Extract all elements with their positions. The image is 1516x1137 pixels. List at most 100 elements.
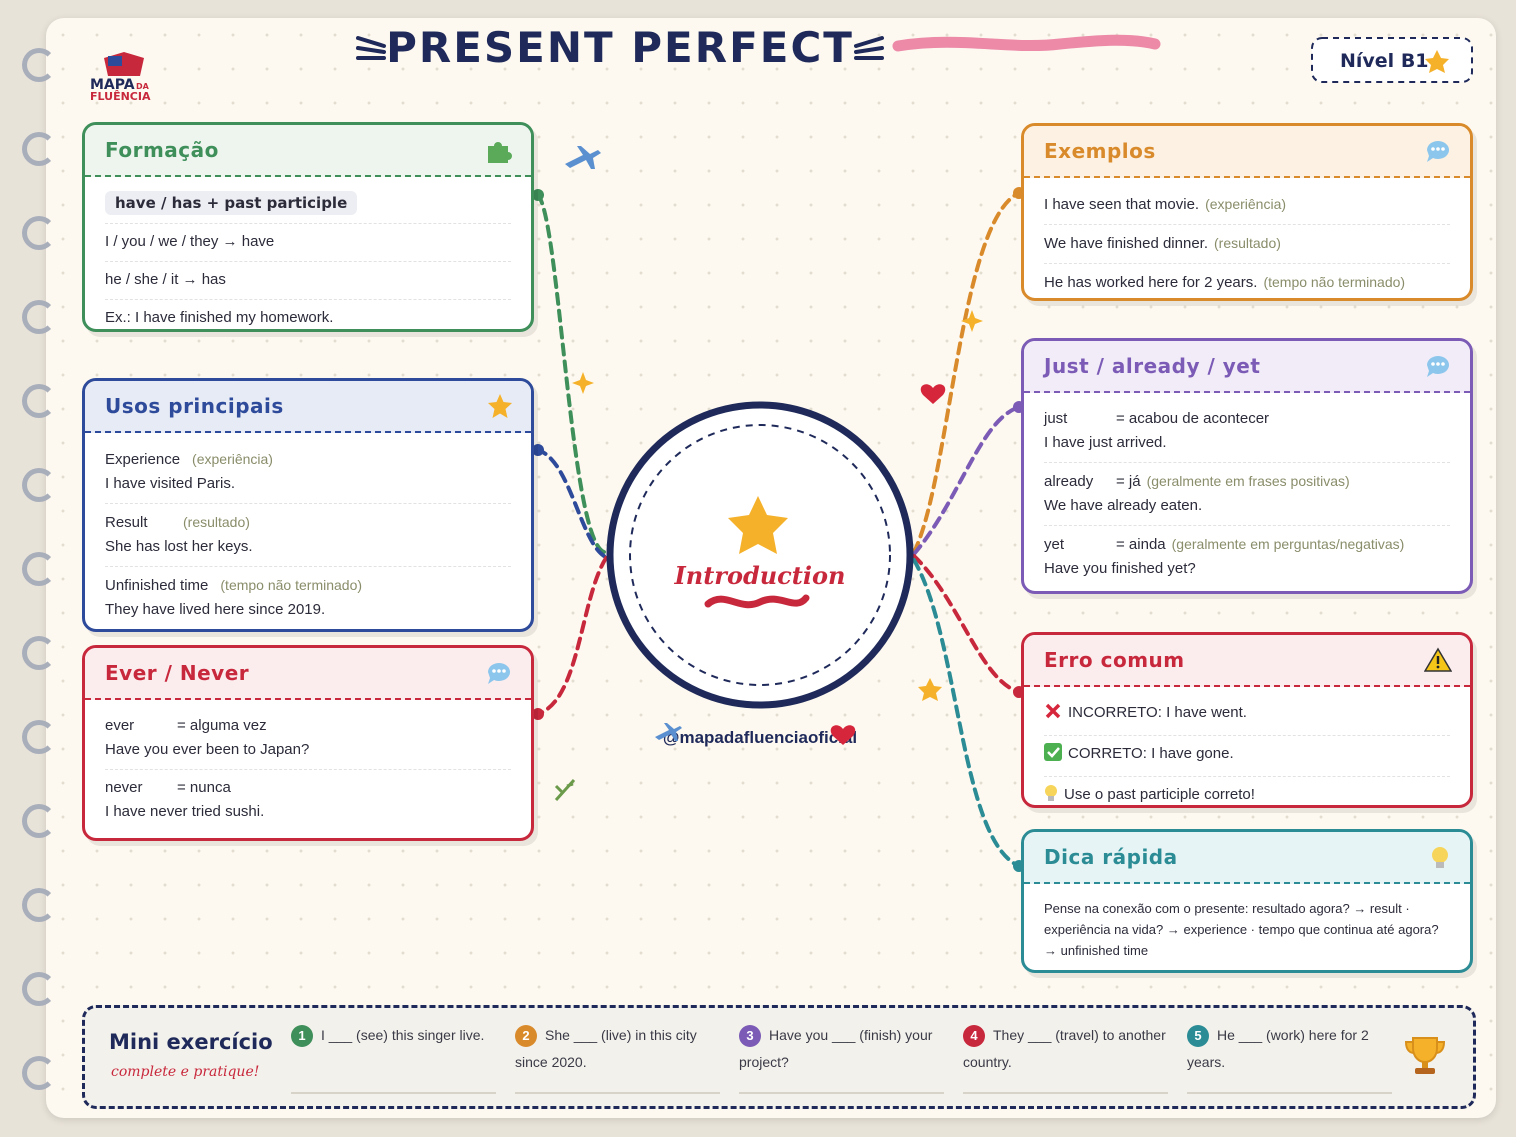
meaning: = nunca — [177, 779, 231, 796]
title-marks — [356, 36, 884, 60]
meaning: = alguma vez — [177, 717, 267, 734]
meaning: = já — [1116, 473, 1141, 490]
card-item: he / she / it → has — [105, 262, 511, 300]
note: (tempo não terminado) — [220, 577, 363, 593]
item-line: yet = ainda (geralmente em perguntas/negat… — [1044, 532, 1450, 557]
card: Erro comum INCORRETO: I have went. CORRETO… — [1021, 632, 1473, 808]
card: Formação have / has + past participle I / … — [82, 122, 534, 332]
center-inner-ring — [629, 424, 891, 686]
ring — [22, 804, 56, 838]
exercise-item: 3 Have you ___ (finish) your project? — [739, 1022, 944, 1094]
note: (experiência) — [192, 451, 273, 467]
ring — [22, 468, 56, 502]
item-line: he / she / it → has — [105, 268, 511, 292]
card-item: yet = ainda (geralmente em perguntas/negat… — [1044, 526, 1450, 588]
exercise-number: 1 — [291, 1025, 313, 1047]
connector — [536, 193, 606, 554]
card-title: Usos principais — [105, 394, 284, 418]
card-item: Ex.: I have finished my homework. — [105, 300, 511, 329]
star-icon — [1425, 50, 1449, 73]
card-body: have / has + past participle I / you / we… — [85, 177, 531, 329]
term: just — [1044, 410, 1068, 427]
card-item: We have finished dinner. (resultado) — [1044, 225, 1450, 264]
card: Ever / Never ever = alguma vez Have you eve… — [82, 645, 534, 841]
example: Have you finished yet? — [1044, 560, 1196, 577]
ring — [22, 384, 56, 418]
line-text: I / you / we / they → have — [105, 233, 275, 250]
card-item: He has worked here for 2 years. (tempo nã… — [1044, 264, 1450, 298]
line-text: Ex.: I have finished my homework. — [105, 309, 334, 326]
exercise-text: She ___ (live) in this city since 2020. — [515, 1027, 697, 1070]
sparkle-icon — [572, 372, 594, 394]
card-icon — [1423, 647, 1453, 678]
example: She has lost her keys. — [105, 538, 253, 555]
card-icon — [485, 660, 513, 691]
example: I have never tried sushi. — [105, 803, 265, 820]
card-item: Result (resultado) She has lost her keys. — [105, 504, 511, 567]
card-title: Just / already / yet — [1044, 354, 1261, 378]
line-text: Use o past participle correto! — [1064, 786, 1255, 803]
exercise-text: They ___ (travel) to another country. — [963, 1027, 1166, 1070]
plane-icon — [655, 723, 682, 741]
line-icon — [1044, 784, 1058, 805]
exercise-number: 3 — [739, 1025, 761, 1047]
line-text: I have seen that movie. — [1044, 196, 1200, 213]
exercise-number: 2 — [515, 1025, 537, 1047]
card-icon — [1424, 353, 1452, 384]
exercise-number: 5 — [1187, 1025, 1209, 1047]
ring — [22, 636, 56, 670]
center-circle — [606, 401, 914, 709]
card-item: I / you / we / they → have — [105, 224, 511, 262]
item-line: Ex.: I have finished my homework. — [105, 306, 511, 329]
card-item: CORRETO: I have gone. — [1044, 736, 1450, 777]
card-item: Experience (experiência) I have visited Pa… — [105, 441, 511, 504]
line-text: Pense na conexão com o presente: resulta… — [1044, 901, 1439, 958]
connector — [912, 554, 1021, 694]
exercise-text: I ___ (see) this singer live. — [321, 1027, 485, 1043]
exercise-title: Mini exercício — [109, 1030, 273, 1054]
card-body: I have seen that movie. (experiência) We h… — [1024, 178, 1470, 298]
exercise-item: 4 They ___ (travel) to another country. — [963, 1022, 1168, 1094]
card: Just / already / yet just = acabou de acon… — [1021, 338, 1473, 594]
item-line: I / you / we / they → have — [105, 230, 511, 254]
item-line: We have finished dinner. (resultado) — [1044, 231, 1450, 256]
connectors — [536, 191, 1021, 868]
note: (geralmente em frases positivas) — [1146, 473, 1350, 489]
center-label: Introduction — [674, 561, 846, 590]
exercise-box: Mini exercício complete e pratique! 1 I _… — [82, 1005, 1476, 1109]
line-text: He has worked here for 2 years. — [1044, 274, 1258, 291]
note: (resultado) — [183, 514, 250, 530]
card-item: have / has + past participle — [105, 185, 511, 224]
plane-icon — [565, 146, 601, 169]
item-line: INCORRETO: I have went. — [1044, 701, 1450, 728]
logo-text: MAPA — [90, 77, 135, 93]
center-star — [728, 496, 788, 554]
connector — [912, 558, 1021, 868]
line-text: CORRETO: I have gone. — [1068, 745, 1234, 762]
card-header: Dica rápida — [1024, 832, 1470, 884]
card-title: Formação — [105, 138, 219, 162]
card-body: INCORRETO: I have went. CORRETO: I have g… — [1024, 687, 1470, 805]
ring — [22, 1056, 56, 1090]
level-label: Nível B1 — [1340, 50, 1429, 72]
exercise-item: 5 He ___ (work) here for 2 years. — [1187, 1022, 1392, 1094]
item-line: Unfinished time (tempo não terminado) — [105, 573, 511, 598]
card-item: ever = alguma vez Have you ever been to Ja… — [105, 708, 511, 770]
term: ever — [105, 717, 135, 734]
ring — [22, 552, 56, 586]
item-line: Experience (experiência) — [105, 447, 511, 472]
card-header: Formação — [85, 125, 531, 177]
card-header: Erro comum — [1024, 635, 1470, 687]
item-line: never = nunca — [105, 776, 511, 800]
card-icon — [1424, 138, 1452, 169]
item-line: already = já (geralmente em frases positiv… — [1044, 469, 1450, 494]
example: Have you ever been to Japan? — [105, 741, 310, 758]
line-icon — [1044, 743, 1062, 769]
formula-pill: have / has + past participle — [105, 191, 358, 215]
example: They have lived here since 2019. — [105, 601, 326, 618]
term: Experience — [105, 451, 181, 468]
card-item: Pense na conexão com o presente: resulta… — [1044, 892, 1450, 968]
meaning: = ainda — [1116, 536, 1166, 553]
card-title: Ever / Never — [105, 661, 250, 685]
